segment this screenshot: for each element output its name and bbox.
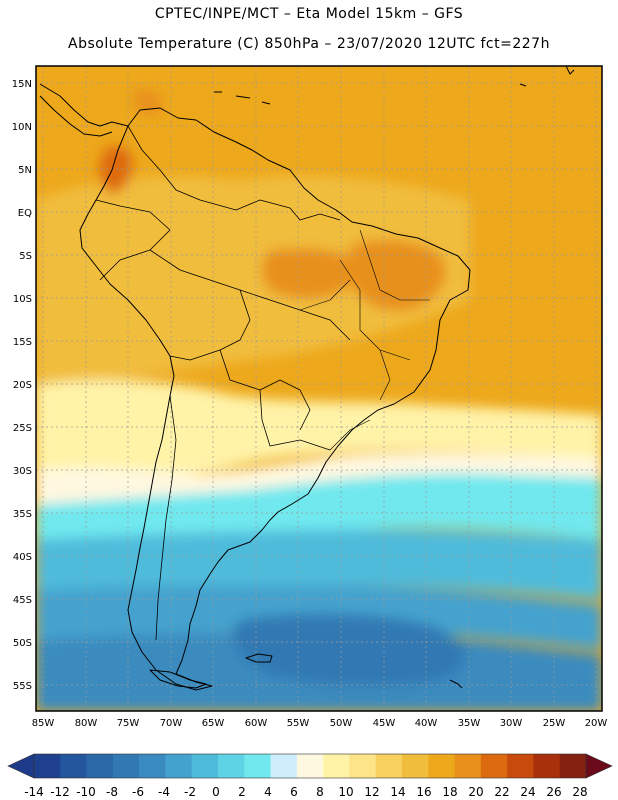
lon-label: 60W	[245, 718, 268, 729]
lat-label: 40S	[13, 552, 32, 563]
colorbar-label: -4	[158, 785, 170, 799]
lon-label: 20W	[585, 718, 608, 729]
lon-label: 55W	[287, 718, 310, 729]
lon-label: 40W	[415, 718, 438, 729]
lon-label: 80W	[75, 718, 98, 729]
colorbar-label: 16	[416, 785, 431, 799]
field-mild-region	[36, 176, 470, 390]
colorbar-label: 12	[364, 785, 379, 799]
lat-label: 45S	[13, 595, 32, 606]
south-america-coastline	[79, 107, 471, 691]
temperature-field	[36, 66, 602, 711]
colorbar-label: 6	[290, 785, 298, 799]
colorbar-cell	[270, 754, 298, 778]
central-america-coastline	[39, 83, 129, 137]
lon-label: 30W	[500, 718, 523, 729]
lon-label: 35W	[458, 718, 481, 729]
colorbar-under-arrow	[7, 753, 35, 779]
colorbar-cell	[296, 754, 324, 778]
colorbar-label: -8	[106, 785, 118, 799]
lat-label: 15N	[12, 79, 32, 90]
colorbar-label: 2	[238, 785, 246, 799]
caribbean-islands	[214, 66, 575, 105]
lat-label: 25S	[13, 423, 32, 434]
colorbar-label: 0	[212, 785, 220, 799]
colorbar-label: 8	[316, 785, 324, 799]
chart-subtitle: Absolute Temperature (C) 850hPa – 23/07/…	[68, 36, 550, 52]
lat-label: 10N	[12, 122, 32, 133]
colorbar-label: -12	[50, 785, 70, 799]
map-frame	[35, 65, 603, 712]
colorbar-label: 28	[572, 785, 587, 799]
colorbar-label: -14	[24, 785, 44, 799]
lat-label: 15S	[13, 337, 32, 348]
field-hot-northeast	[350, 239, 446, 311]
lon-label: 65W	[202, 718, 225, 729]
colorbar-label: 20	[468, 785, 483, 799]
tierra-del-fuego	[149, 669, 207, 689]
colorbar-cell	[402, 754, 429, 778]
lat-label: 30S	[13, 466, 32, 477]
colorbar-label: 22	[494, 785, 509, 799]
colorbar-cell	[349, 754, 377, 778]
lat-label: 55S	[13, 681, 32, 692]
colorbar-cell	[34, 754, 61, 778]
colorbar-label: 4	[264, 785, 272, 799]
colorbar-label: 18	[442, 785, 457, 799]
falkland-islands	[245, 653, 273, 663]
lon-label: 45W	[373, 718, 396, 729]
colorbar-over-arrow	[585, 753, 613, 779]
lat-label: 20S	[13, 380, 32, 391]
lon-label: 85W	[32, 718, 55, 729]
colorbar-label: 26	[546, 785, 561, 799]
lon-label: 50W	[330, 718, 353, 729]
colorbar-cell	[533, 754, 561, 778]
colorbar-cell	[454, 754, 482, 778]
lat-label: 5N	[18, 165, 32, 176]
colorbar-cell	[139, 754, 166, 778]
longitude-labels: 85W 80W 75W 70W 65W 60W 55W 50W 45W 40W …	[32, 718, 608, 729]
colorbar-cell	[559, 754, 587, 778]
colorbar-cell	[428, 754, 455, 778]
lon-label: 75W	[117, 718, 140, 729]
colorbar-label: -2	[184, 785, 196, 799]
colorbar-label: 10	[338, 785, 353, 799]
colorbar-cell	[60, 754, 87, 778]
lat-label: 5S	[19, 251, 32, 262]
lat-label: 10S	[13, 294, 32, 305]
field-cool-band	[36, 379, 602, 490]
colorbar-label: 24	[520, 785, 535, 799]
coastlines	[39, 66, 575, 691]
field-cold-band-2	[36, 529, 602, 600]
field-hot-andes	[99, 146, 133, 194]
colorbar-cell	[244, 754, 271, 778]
field-cold-core	[233, 613, 466, 687]
field-cold-band-1	[36, 473, 602, 545]
colorbar-cell	[375, 754, 403, 778]
colorbar-cell	[165, 754, 193, 778]
colorbar-label: 14	[390, 785, 405, 799]
colorbar-cell	[480, 754, 508, 778]
state-borders	[299, 229, 430, 451]
colorbar-label: -6	[132, 785, 144, 799]
colorbar-cell	[191, 754, 219, 778]
chart-title: CPTEC/INPE/MCT – Eta Model 15km – GFS	[154, 6, 464, 22]
lon-label: 70W	[160, 718, 183, 729]
colorbar-label: -10	[76, 785, 96, 799]
colorbar-cell	[507, 754, 534, 778]
colorbar: -14 -12 -10 -8 -6 -4 -2 0 2 4 6 8 10 12 …	[7, 753, 613, 799]
map-gridlines	[36, 66, 602, 711]
colorbar-cell	[323, 754, 350, 778]
colorbar-cell	[218, 754, 245, 778]
colorbar-cell	[86, 754, 114, 778]
lat-label: 50S	[13, 638, 32, 649]
latitude-labels: 15N 10N 5N EQ 5S 10S 15S 20S 25S 30S 35S…	[12, 79, 32, 692]
colorbar-cell	[112, 754, 140, 778]
south-georgia	[449, 679, 463, 689]
lon-label: 25W	[543, 718, 566, 729]
field-hot-center	[261, 248, 360, 299]
lat-label: 35S	[13, 509, 32, 520]
lat-label: EQ	[18, 208, 32, 219]
